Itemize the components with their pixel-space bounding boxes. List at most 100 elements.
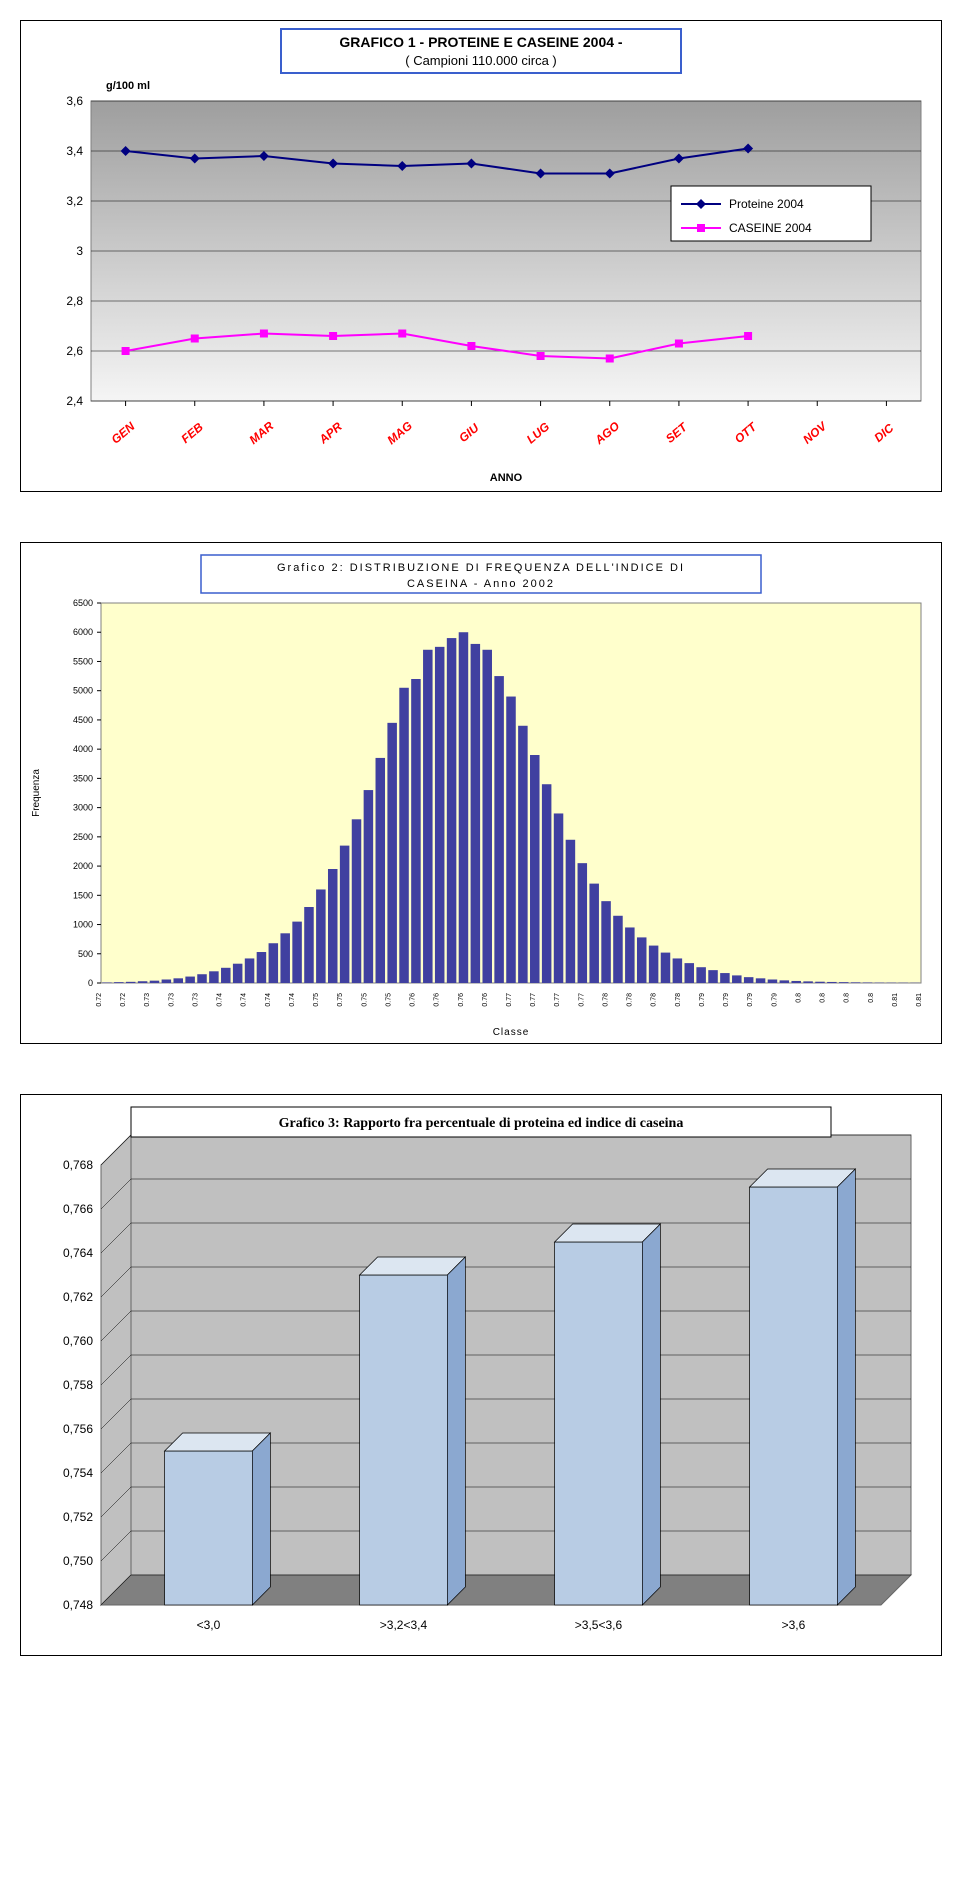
chart2-svg: Grafico 2: DISTRIBUZIONE DI FREQUENZA DE… — [21, 543, 941, 1043]
svg-text:2,4: 2,4 — [66, 394, 83, 408]
chart1-container: 2,4 2,6 2,8 3 3,2 3,4 3,6 GEN FEB MAR APR MAG GIU LUG… — [20, 20, 942, 492]
svg-text:0,754: 0,754 — [63, 1466, 93, 1480]
svg-text:( Campioni 110.000 circa ): ( Campioni 110.000 circa ) — [405, 53, 557, 68]
svg-text:0.78: 0.78 — [675, 993, 682, 1007]
svg-text:GEN: GEN — [109, 419, 138, 447]
svg-text:500: 500 — [78, 949, 93, 959]
svg-text:3,4: 3,4 — [66, 144, 83, 158]
svg-text:ANNO: ANNO — [490, 472, 523, 484]
svg-text:0.78: 0.78 — [627, 993, 634, 1007]
svg-text:4500: 4500 — [73, 715, 93, 725]
svg-text:FEB: FEB — [178, 420, 206, 446]
chart3-svg: 0,748 0,750 0,752 0,754 0,756 0,758 0,760 0,762… — [21, 1095, 941, 1655]
svg-text:0.74: 0.74 — [217, 993, 224, 1007]
svg-text:3000: 3000 — [73, 803, 93, 813]
svg-text:0.75: 0.75 — [361, 993, 368, 1007]
svg-text:MAG: MAG — [384, 419, 414, 448]
svg-text:0: 0 — [88, 978, 93, 988]
svg-text:3: 3 — [76, 244, 83, 258]
svg-text:0.8: 0.8 — [820, 993, 827, 1003]
svg-text:0.79: 0.79 — [771, 993, 778, 1007]
svg-text:0.72: 0.72 — [96, 993, 103, 1007]
chart1-svg: 2,4 2,6 2,8 3 3,2 3,4 3,6 GEN FEB MAR APR MAG GIU LUG… — [21, 21, 941, 491]
svg-text:>3,2<3,4: >3,2<3,4 — [380, 1618, 428, 1632]
svg-text:0,768: 0,768 — [63, 1158, 93, 1172]
svg-text:>3,5<3,6: >3,5<3,6 — [575, 1618, 623, 1632]
svg-text:0.79: 0.79 — [699, 993, 706, 1007]
svg-text:2,8: 2,8 — [66, 294, 83, 308]
svg-text:0.77: 0.77 — [530, 993, 537, 1007]
svg-text:0.74: 0.74 — [289, 993, 296, 1007]
svg-text:0,764: 0,764 — [63, 1246, 93, 1260]
svg-text:6500: 6500 — [73, 598, 93, 608]
svg-text:0.81: 0.81 — [892, 993, 899, 1007]
svg-text:2000: 2000 — [73, 861, 93, 871]
svg-text:GRAFICO 1 - PROTEINE E CASEINE: GRAFICO 1 - PROTEINE E CASEINE 2004 - — [339, 34, 623, 50]
svg-text:0,748: 0,748 — [63, 1598, 93, 1612]
svg-text:0.77: 0.77 — [506, 993, 513, 1007]
svg-text:0.76: 0.76 — [434, 993, 441, 1007]
svg-text:0.77: 0.77 — [578, 993, 585, 1007]
svg-text:0.72: 0.72 — [120, 993, 127, 1007]
svg-text:NOV: NOV — [800, 419, 830, 447]
svg-text:0.8: 0.8 — [844, 993, 851, 1003]
svg-text:3500: 3500 — [73, 773, 93, 783]
svg-text:0,756: 0,756 — [63, 1422, 93, 1436]
svg-text:6000: 6000 — [73, 627, 93, 637]
svg-text:0.78: 0.78 — [602, 993, 609, 1007]
svg-text:0.73: 0.73 — [168, 993, 175, 1007]
svg-text:1500: 1500 — [73, 890, 93, 900]
svg-text:0.8: 0.8 — [795, 993, 802, 1003]
svg-text:5000: 5000 — [73, 686, 93, 696]
svg-text:3,6: 3,6 — [66, 94, 83, 108]
svg-text:LUG: LUG — [524, 419, 552, 446]
svg-text:OTT: OTT — [732, 419, 761, 446]
svg-text:0.79: 0.79 — [747, 993, 754, 1007]
svg-text:Classe: Classe — [493, 1027, 530, 1038]
svg-text:MAR: MAR — [246, 419, 276, 448]
svg-text:0.75: 0.75 — [385, 993, 392, 1007]
svg-text:Proteine 2004: Proteine 2004 — [729, 197, 804, 211]
svg-text:4000: 4000 — [73, 744, 93, 754]
svg-text:0,766: 0,766 — [63, 1202, 93, 1216]
svg-text:0.78: 0.78 — [651, 993, 658, 1007]
svg-text:0,760: 0,760 — [63, 1334, 93, 1348]
svg-text:0.79: 0.79 — [723, 993, 730, 1007]
svg-text:0,752: 0,752 — [63, 1510, 93, 1524]
svg-text:g/100 ml: g/100 ml — [106, 80, 150, 92]
chart3-container: 0,748 0,750 0,752 0,754 0,756 0,758 0,760 0,762… — [20, 1094, 942, 1656]
svg-text:0.81: 0.81 — [916, 993, 923, 1007]
svg-text:SET: SET — [663, 419, 691, 446]
svg-text:Grafico 2: DISTRIBUZIONE DI FR: Grafico 2: DISTRIBUZIONE DI FREQUENZA DE… — [277, 562, 685, 574]
svg-text:0,750: 0,750 — [63, 1554, 93, 1568]
svg-text:0,758: 0,758 — [63, 1378, 93, 1392]
svg-text:APR: APR — [316, 419, 345, 447]
svg-text:2500: 2500 — [73, 832, 93, 842]
chart2-container: Grafico 2: DISTRIBUZIONE DI FREQUENZA DE… — [20, 542, 942, 1044]
svg-text:0.75: 0.75 — [313, 993, 320, 1007]
svg-text:GIU: GIU — [456, 421, 482, 446]
svg-text:5500: 5500 — [73, 656, 93, 666]
svg-text:<3,0: <3,0 — [197, 1618, 221, 1632]
svg-text:0.76: 0.76 — [482, 993, 489, 1007]
svg-text:0.73: 0.73 — [192, 993, 199, 1007]
svg-text:0,762: 0,762 — [63, 1290, 93, 1304]
svg-text:0.74: 0.74 — [265, 993, 272, 1007]
svg-text:DIC: DIC — [871, 421, 896, 445]
svg-text:Frequenza: Frequenza — [31, 769, 42, 817]
svg-text:0.77: 0.77 — [554, 993, 561, 1007]
svg-text:2,6: 2,6 — [66, 344, 83, 358]
svg-text:3,2: 3,2 — [66, 194, 83, 208]
svg-text:1000: 1000 — [73, 920, 93, 930]
svg-text:CASEINA - Anno 2002: CASEINA - Anno 2002 — [407, 578, 555, 590]
svg-text:0.73: 0.73 — [144, 993, 151, 1007]
svg-text:0.76: 0.76 — [410, 993, 417, 1007]
svg-text:0.75: 0.75 — [337, 993, 344, 1007]
svg-text:0.76: 0.76 — [458, 993, 465, 1007]
svg-text:0.74: 0.74 — [241, 993, 248, 1007]
svg-text:Grafico 3: Rapporto fra perce: Grafico 3: Rapporto fra percentuale di p… — [279, 1116, 684, 1131]
svg-text:AGO: AGO — [591, 418, 622, 447]
svg-text:>3,6: >3,6 — [782, 1618, 806, 1632]
svg-text:0.8: 0.8 — [868, 993, 875, 1003]
svg-text:CASEINE 2004: CASEINE 2004 — [729, 221, 812, 235]
